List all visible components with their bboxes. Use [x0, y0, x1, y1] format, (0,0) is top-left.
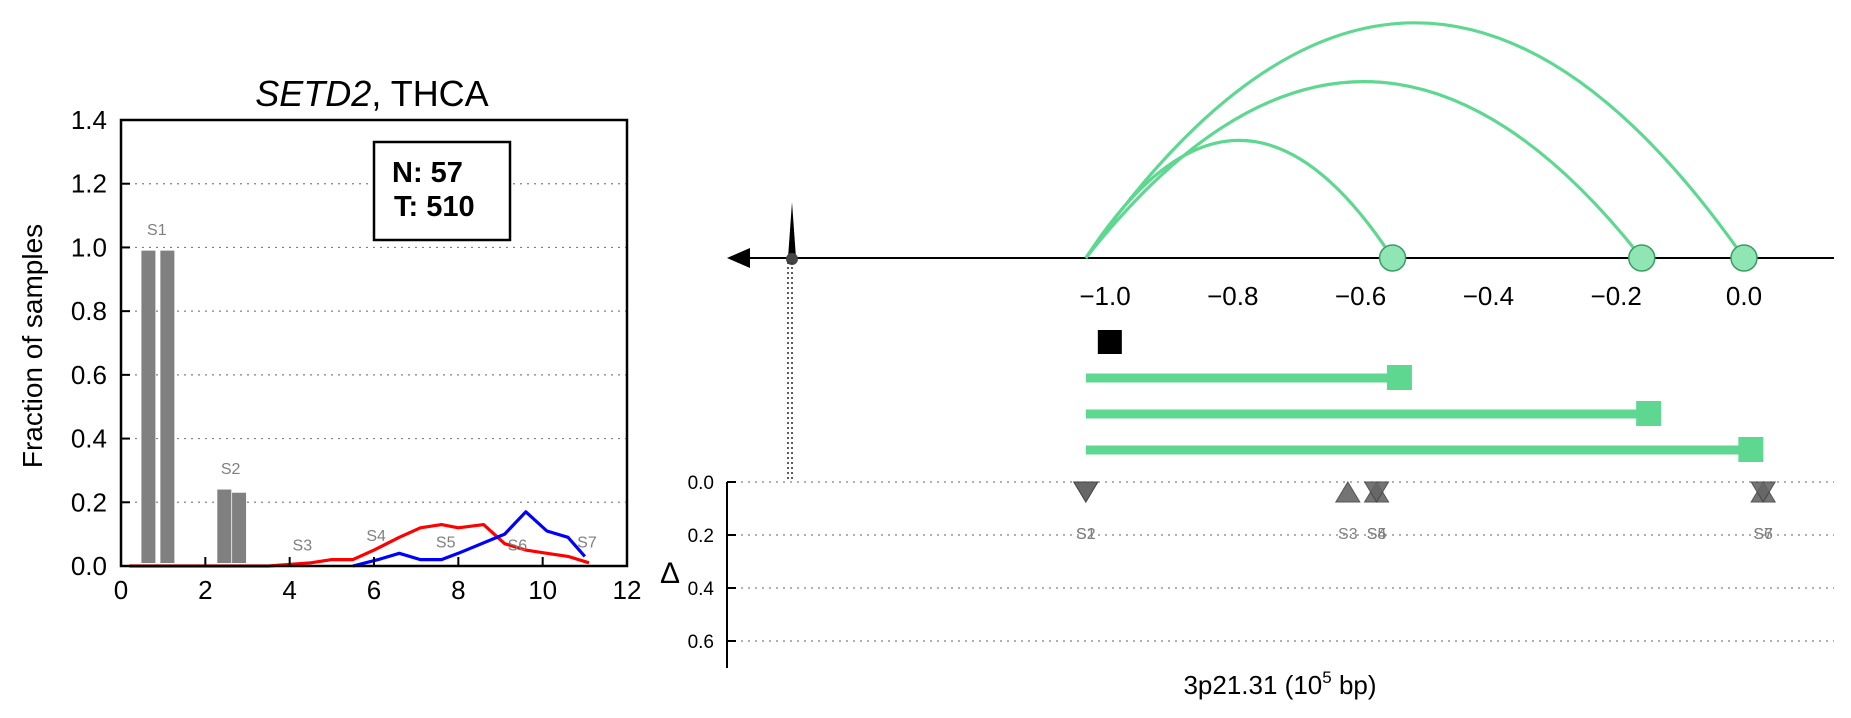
origin-spike [788, 202, 796, 258]
histogram-bar [217, 489, 232, 563]
left-ytick-label: 1.4 [71, 105, 107, 135]
left-chart-title: SETD2, THCA [255, 73, 488, 114]
left-sample-label: S4 [366, 528, 386, 545]
genome-xtick-label: −0.6 [1335, 281, 1386, 311]
strand-arrow-icon [727, 248, 750, 268]
title-cohort: , THCA [371, 73, 488, 114]
genome-xtick-label: −1.0 [1079, 281, 1130, 311]
left-chart: SETD2, THCA Fraction of samples S1 S2 S3 S4… [17, 73, 641, 605]
delta-sample-label: S6 [1753, 526, 1773, 543]
delta-sample-label: S4 [1367, 526, 1387, 543]
legend-t-count: T: 510 [394, 191, 475, 223]
arc-end-circle [1378, 244, 1407, 272]
histogram-bar [141, 250, 156, 563]
left-xticks: 0 2 4 6 8 10 12 [114, 557, 642, 605]
left-annotations: S1 S2 S3 S4 S5 S6 S7 [147, 222, 597, 554]
left-xtick-label: 4 [282, 575, 296, 605]
left-ytick-label: 0.4 [71, 424, 107, 454]
isoform-bar-end [1386, 365, 1412, 390]
delta-ytick-label: 0.0 [688, 473, 714, 494]
left-sample-label: S1 [147, 222, 167, 239]
delta-yticks: 0.0 0.2 0.4 0.6 [688, 473, 736, 653]
genome-xlabel-main: 3p21.31 (10 [1183, 670, 1322, 700]
arc-end-circle [1628, 244, 1656, 272]
delta-sample-label: S3 [1338, 526, 1358, 543]
isoform-bars [1085, 330, 1764, 462]
left-yticks: 0.0 0.2 0.4 0.6 0.8 1.0 1.2 1.4 [71, 105, 130, 581]
left-ytick-label: 1.0 [71, 232, 107, 262]
genome-xlabel-exp: 5 [1322, 668, 1331, 687]
left-ytick-label: 0.6 [71, 360, 107, 390]
splice-arc [1084, 21, 1746, 259]
delta-down-marker-icon [1072, 481, 1099, 503]
splice-arc [1084, 80, 1644, 259]
histogram-bar [160, 250, 175, 563]
genome-xticks: −1.0 −0.8 −0.6 −0.4 −0.2 0.0 [1079, 281, 1762, 311]
left-ytick-label: 1.2 [71, 169, 107, 199]
left-bars [141, 250, 247, 563]
genome-xtick-label: −0.2 [1591, 281, 1642, 311]
arc-end-circles [1378, 244, 1758, 272]
left-sample-label: S7 [577, 534, 597, 551]
delta-markers [1072, 481, 1777, 503]
left-sample-label: S3 [293, 537, 313, 554]
left-xtick-label: 12 [613, 575, 642, 605]
delta-ytick-label: 0.4 [688, 579, 715, 600]
title-gene: SETD2 [255, 73, 371, 114]
left-lines [129, 510, 590, 568]
arcs [1084, 21, 1746, 259]
left-xtick-label: 8 [451, 575, 465, 605]
left-ytick-label: 0.2 [71, 487, 107, 517]
delta-sample-label: S1 [1076, 526, 1096, 543]
genome-xtick-label: −0.8 [1207, 281, 1258, 311]
left-sample-label: S2 [221, 461, 241, 478]
delta-up-marker-icon [1334, 481, 1361, 503]
legend-n-count: N: 57 [392, 157, 463, 189]
delta-sample-label: S5 [1367, 526, 1387, 543]
left-ytick-label: 0.0 [71, 551, 107, 581]
delta-grid [727, 481, 1834, 642]
delta-ytick-label: 0.2 [688, 526, 714, 547]
legend-box: N: 57 T: 510 [372, 140, 512, 242]
left-xtick-label: 0 [114, 575, 128, 605]
isoform-bar-end [1636, 401, 1662, 426]
origin-dot [786, 253, 798, 265]
delta-sample-label: S7 [1753, 526, 1773, 543]
right-diagram: −1.0 −0.8 −0.6 −0.4 −0.2 0.0 0.0 0.2 0.4 0.6 Δ S… [660, 21, 1834, 700]
delta-sample-label: S2 [1076, 526, 1096, 543]
genome-xtick-label: −0.4 [1463, 281, 1514, 311]
left-xtick-label: 10 [528, 575, 557, 605]
left-ytick-label: 0.8 [71, 296, 107, 326]
normal-distribution-line [129, 522, 590, 568]
tumor-distribution-line [352, 510, 587, 568]
left-sample-label: S5 [436, 534, 456, 551]
delta-down-marker-icon [1750, 481, 1777, 503]
delta-ytick-label: 0.6 [688, 632, 714, 653]
genome-xtick-label: 0.0 [1726, 281, 1762, 311]
delta-ylabel: Δ [660, 557, 680, 590]
left-xtick-label: 6 [367, 575, 381, 605]
histogram-bar [232, 492, 247, 563]
left-sample-label: S6 [508, 537, 528, 554]
genome-xlabel-unit: bp) [1332, 670, 1377, 700]
left-xtick-label: 2 [198, 575, 212, 605]
legend-frame [372, 140, 512, 242]
left-ylabel: Fraction of samples [17, 224, 48, 468]
isoform-bar-end [1738, 437, 1764, 462]
arc-end-circle [1730, 244, 1758, 272]
delta-down-marker-icon [1363, 481, 1390, 503]
isoform-marker-black [1097, 330, 1122, 354]
genome-xlabel: 3p21.31 (105 bp) [1183, 668, 1376, 700]
